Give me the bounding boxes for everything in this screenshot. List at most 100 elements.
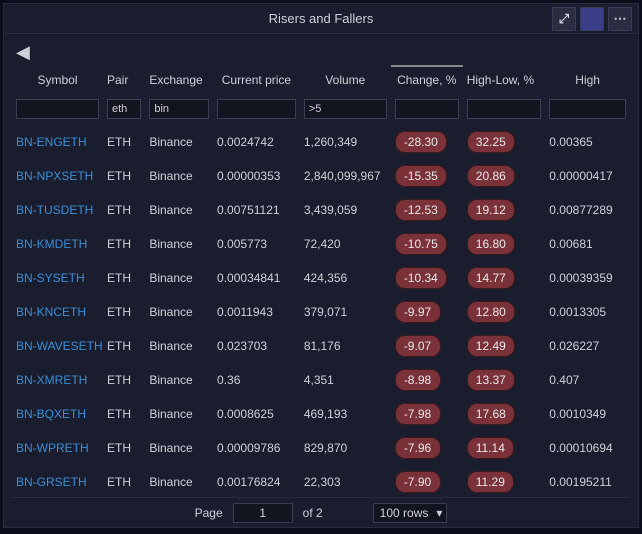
cell-exchange: Binance: [145, 431, 213, 465]
cell-change: -12.53: [391, 193, 463, 227]
table-row: BN-GRSETHETHBinance0.0017682422,303-7.90…: [12, 465, 630, 497]
cell-exchange: Binance: [145, 363, 213, 397]
col-change[interactable]: Change, %: [391, 66, 463, 93]
table-row: BN-KNCETHETHBinance0.0011943379,071-9.97…: [12, 295, 630, 329]
cell-change: -15.35: [391, 159, 463, 193]
filter-symbol[interactable]: [16, 99, 99, 119]
cell-change: -9.97: [391, 295, 463, 329]
page-input[interactable]: [233, 503, 293, 523]
cell-change: -8.98: [391, 363, 463, 397]
cell-symbol[interactable]: BN-XMRETH: [12, 363, 103, 397]
cell-symbol[interactable]: BN-BQXETH: [12, 397, 103, 431]
cell-symbol[interactable]: BN-TUSDETH: [12, 193, 103, 227]
col-high[interactable]: High: [545, 66, 630, 93]
filter-exchange[interactable]: [149, 99, 209, 119]
cell-pair: ETH: [103, 363, 145, 397]
cell-volume: 81,176: [300, 329, 391, 363]
rows-per-page-select[interactable]: 100 rows: [373, 503, 448, 523]
panel-title: Risers and Fallers: [269, 11, 374, 26]
cell-high: 0.00000417: [545, 159, 630, 193]
cell-change: -7.96: [391, 431, 463, 465]
cell-exchange: Binance: [145, 159, 213, 193]
cell-highlow: 32.25: [463, 125, 546, 159]
cell-volume: 469,193: [300, 397, 391, 431]
cell-symbol[interactable]: BN-KNCETH: [12, 295, 103, 329]
filter-high[interactable]: [549, 99, 626, 119]
data-table: Symbol Pair Exchange Current price Volum…: [12, 65, 630, 497]
cell-symbol[interactable]: BN-WPRETH: [12, 431, 103, 465]
table-body: BN-ENGETHETHBinance0.00247421,260,349-28…: [12, 125, 630, 497]
cell-highlow: 20.86: [463, 159, 546, 193]
risers-fallers-panel: Risers and Fallers ⤢ ⋯ ◀ Symbol Pair Ex: [3, 3, 639, 528]
cell-change: -28.30: [391, 125, 463, 159]
titlebar: Risers and Fallers ⤢ ⋯: [4, 4, 638, 34]
page-of-label: of 2: [303, 506, 323, 520]
table-row: BN-WAVESETHETHBinance0.02370381,176-9.07…: [12, 329, 630, 363]
cell-highlow: 17.68: [463, 397, 546, 431]
filter-price[interactable]: [217, 99, 296, 119]
cell-symbol[interactable]: BN-WAVESETH: [12, 329, 103, 363]
cell-volume: 829,870: [300, 431, 391, 465]
cell-exchange: Binance: [145, 125, 213, 159]
filter-volume[interactable]: [304, 99, 387, 119]
col-price[interactable]: Current price: [213, 66, 300, 93]
page-label: Page: [195, 506, 223, 520]
filter-row: [12, 93, 630, 125]
cell-change: -7.98: [391, 397, 463, 431]
cell-volume: 379,071: [300, 295, 391, 329]
cell-volume: 3,439,059: [300, 193, 391, 227]
cell-pair: ETH: [103, 397, 145, 431]
filter-pair[interactable]: [107, 99, 141, 119]
cell-highlow: 13.37: [463, 363, 546, 397]
panel-body: ◀ Symbol Pair Exchange Current price Vol…: [4, 34, 638, 527]
cell-pair: ETH: [103, 295, 145, 329]
cell-volume: 4,351: [300, 363, 391, 397]
cell-high: 0.00681: [545, 227, 630, 261]
cell-volume: 424,356: [300, 261, 391, 295]
cell-symbol[interactable]: BN-ENGETH: [12, 125, 103, 159]
cell-pair: ETH: [103, 431, 145, 465]
cell-symbol[interactable]: BN-KMDETH: [12, 227, 103, 261]
cell-price: 0.00034841: [213, 261, 300, 295]
cell-pair: ETH: [103, 465, 145, 497]
cell-change: -9.07: [391, 329, 463, 363]
more-icon[interactable]: ⋯: [608, 7, 632, 31]
cell-exchange: Binance: [145, 227, 213, 261]
window-mode-icon[interactable]: [580, 7, 604, 31]
cell-high: 0.00010694: [545, 431, 630, 465]
cell-highlow: 12.49: [463, 329, 546, 363]
col-exchange[interactable]: Exchange: [145, 66, 213, 93]
header-row: Symbol Pair Exchange Current price Volum…: [12, 66, 630, 93]
table-row: BN-KMDETHETHBinance0.00577372,420-10.751…: [12, 227, 630, 261]
col-volume[interactable]: Volume: [300, 66, 391, 93]
filter-highlow[interactable]: [467, 99, 542, 119]
cell-pair: ETH: [103, 193, 145, 227]
back-icon[interactable]: ◀: [12, 38, 630, 65]
table-row: BN-NPXSETHETHBinance0.000003532,840,099,…: [12, 159, 630, 193]
cell-highlow: 14.77: [463, 261, 546, 295]
cell-exchange: Binance: [145, 329, 213, 363]
cell-pair: ETH: [103, 227, 145, 261]
cell-symbol[interactable]: BN-GRSETH: [12, 465, 103, 497]
col-pair[interactable]: Pair: [103, 66, 145, 93]
expand-icon[interactable]: ⤢: [552, 7, 576, 31]
cell-price: 0.0008625: [213, 397, 300, 431]
cell-volume: 2,840,099,967: [300, 159, 391, 193]
table-row: BN-BQXETHETHBinance0.0008625469,193-7.98…: [12, 397, 630, 431]
cell-high: 0.0013305: [545, 295, 630, 329]
cell-exchange: Binance: [145, 397, 213, 431]
cell-highlow: 19.12: [463, 193, 546, 227]
filter-change[interactable]: [395, 99, 459, 119]
col-highlow[interactable]: High-Low, %: [463, 66, 546, 93]
cell-high: 0.0010349: [545, 397, 630, 431]
cell-highlow: 11.14: [463, 431, 546, 465]
cell-price: 0.0024742: [213, 125, 300, 159]
cell-highlow: 16.80: [463, 227, 546, 261]
cell-symbol[interactable]: BN-SYSETH: [12, 261, 103, 295]
col-symbol[interactable]: Symbol: [12, 66, 103, 93]
cell-pair: ETH: [103, 329, 145, 363]
table-row: BN-XMRETHETHBinance0.364,351-8.9813.370.…: [12, 363, 630, 397]
cell-high: 0.00877289: [545, 193, 630, 227]
cell-price: 0.0011943: [213, 295, 300, 329]
cell-symbol[interactable]: BN-NPXSETH: [12, 159, 103, 193]
